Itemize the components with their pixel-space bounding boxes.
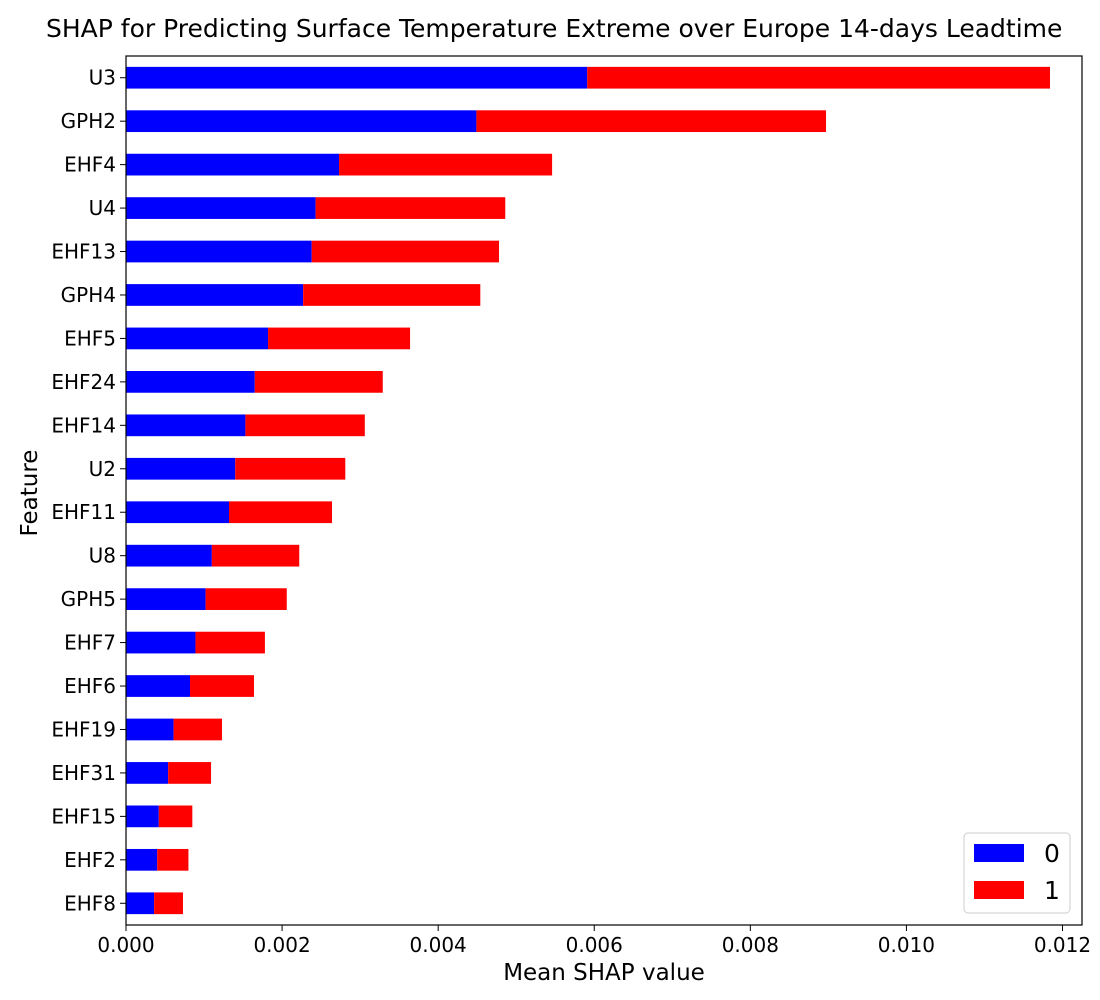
bar-EHF6-series-1	[189, 675, 254, 697]
bar-GPH2-series-1	[476, 110, 827, 133]
y-tick-label: EHF24	[51, 370, 116, 394]
bar-EHF31-series-0	[126, 762, 169, 784]
bar-EHF24-series-0	[126, 371, 255, 393]
bar-U8-series-0	[126, 544, 212, 567]
y-axis-label: Feature	[17, 450, 43, 537]
bar-GPH5-series-1	[205, 588, 287, 610]
y-tick-label: U4	[89, 196, 116, 220]
bar-EHF2-series-1	[157, 848, 189, 871]
bar-EHF14-series-1	[245, 414, 365, 437]
x-axis-label: Mean SHAP value	[503, 960, 705, 986]
x-tick-label: 0.004	[410, 933, 467, 957]
bar-EHF7-series-1	[195, 631, 265, 654]
y-tick-label: EHF4	[64, 153, 116, 177]
x-tick-label: 0.008	[722, 933, 779, 957]
y-tick-label: GPH4	[61, 283, 116, 307]
bar-GPH4-series-0	[126, 284, 304, 306]
legend-items: 01	[974, 839, 1060, 905]
y-tick-label: EHF8	[64, 891, 116, 915]
legend-swatch-1	[974, 881, 1024, 899]
y-tick-label: EHF14	[51, 413, 116, 437]
y-tick-label: EHF13	[51, 240, 116, 264]
bars-layer	[126, 66, 1051, 915]
bar-EHF24-series-1	[254, 371, 383, 393]
y-tick-label: EHF31	[51, 761, 116, 785]
legend-swatch-0	[974, 844, 1024, 862]
bar-EHF2-series-0	[126, 848, 158, 871]
bar-EHF31-series-1	[168, 762, 212, 784]
y-tick-label: EHF15	[51, 804, 116, 828]
bar-EHF7-series-0	[126, 631, 196, 654]
bar-EHF19-series-0	[126, 718, 174, 741]
bar-GPH5-series-0	[126, 588, 206, 610]
y-tick-label: EHF6	[64, 674, 116, 698]
y-axis: U3 GPH2 EHF4 U4 EHF13 GPH4 EHF5 EHF24 EHF14 U2 EHF…	[51, 66, 126, 915]
x-tick-label: 0.012	[1034, 933, 1091, 957]
bar-U3-series-0	[126, 66, 588, 89]
bar-U4-series-1	[315, 197, 506, 219]
y-tick-label: EHF19	[51, 717, 116, 741]
bar-EHF4-series-1	[339, 153, 553, 176]
legend-label-1: 1	[1044, 876, 1060, 905]
legend: 01	[963, 832, 1071, 914]
bar-EHF8-series-1	[154, 892, 183, 915]
bar-EHF4-series-0	[126, 153, 340, 176]
y-tick-label: EHF11	[51, 500, 116, 524]
bar-EHF15-series-1	[158, 805, 193, 828]
bar-EHF6-series-0	[126, 675, 190, 697]
y-tick-label: U8	[89, 544, 116, 568]
x-axis: 0.000 0.002 0.004 0.006 0.008 0.010 0.012	[97, 925, 1091, 957]
y-tick-label: GPH2	[61, 109, 116, 133]
bar-EHF13-series-1	[311, 240, 500, 263]
bar-EHF11-series-1	[229, 501, 333, 524]
y-tick-label: EHF7	[64, 631, 116, 655]
y-tick-label: U3	[89, 66, 116, 90]
bar-U8-series-1	[211, 544, 300, 567]
bar-GPH4-series-1	[303, 284, 481, 306]
bar-U2-series-1	[235, 457, 346, 480]
bar-EHF11-series-0	[126, 501, 230, 524]
x-tick-label: 0.002	[253, 933, 310, 957]
x-tick-label: 0.010	[878, 933, 935, 957]
y-tick-label: EHF2	[64, 848, 116, 872]
y-tick-label: U2	[89, 457, 116, 481]
bar-U3-series-1	[587, 66, 1051, 89]
x-tick-label: 0.000	[97, 933, 154, 957]
bar-EHF8-series-0	[126, 892, 155, 915]
x-tick-label: 0.006	[566, 933, 623, 957]
legend-label-0: 0	[1044, 839, 1060, 868]
bar-EHF5-series-1	[268, 327, 411, 350]
bar-EHF14-series-0	[126, 414, 246, 437]
y-tick-label: EHF5	[64, 326, 116, 350]
y-tick-label: GPH5	[61, 587, 116, 611]
bar-EHF5-series-0	[126, 327, 269, 350]
bar-U2-series-0	[126, 457, 236, 480]
bar-GPH2-series-0	[126, 110, 477, 133]
plot-frame	[125, 55, 1083, 926]
bar-EHF13-series-0	[126, 240, 312, 263]
chart-title: SHAP for Predicting Surface Temperature …	[46, 14, 1063, 43]
bar-U4-series-0	[126, 197, 316, 219]
bar-EHF19-series-1	[173, 718, 222, 741]
bar-EHF15-series-0	[126, 805, 159, 828]
